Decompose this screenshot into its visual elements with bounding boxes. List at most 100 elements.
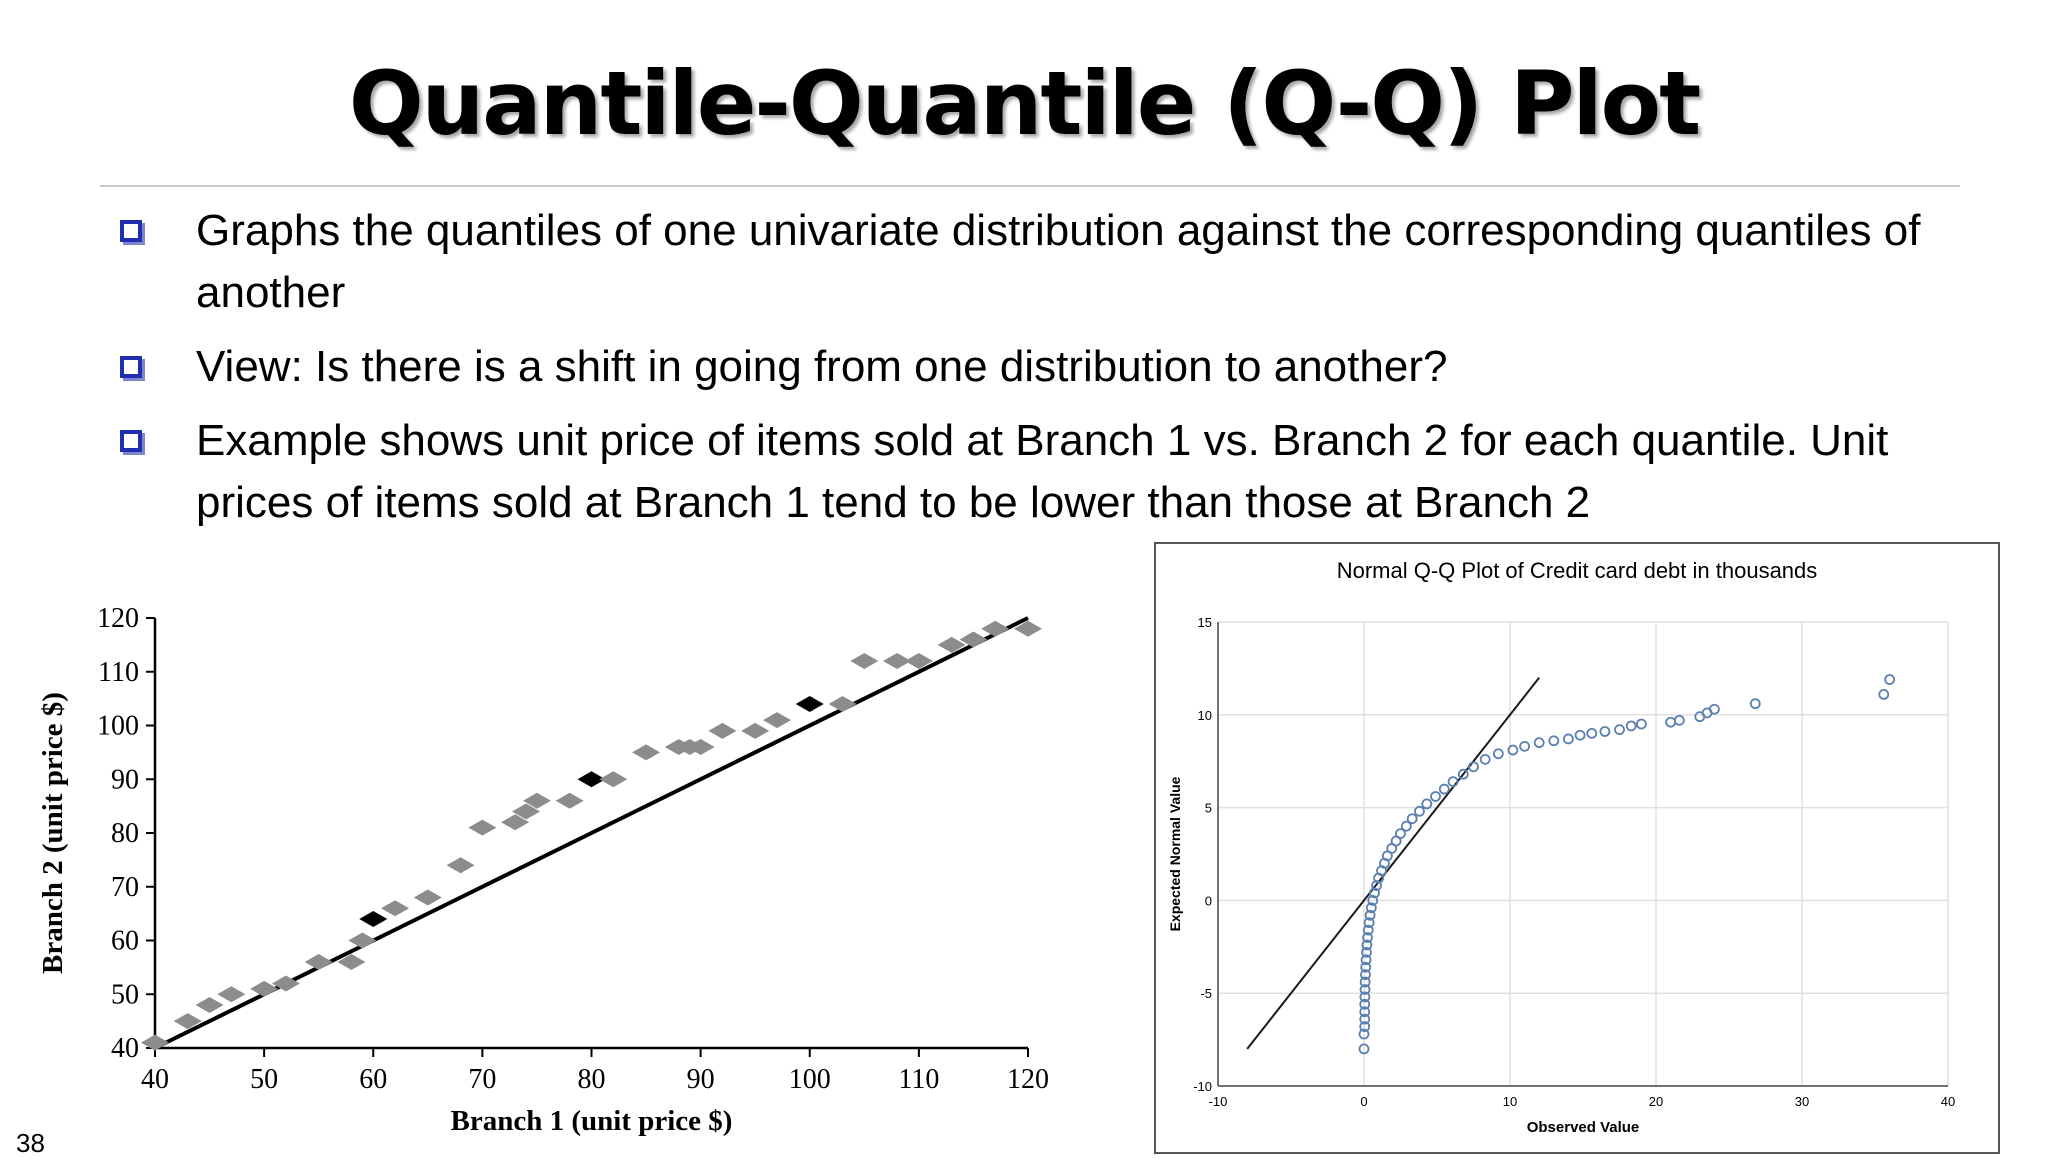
data-point	[381, 900, 410, 917]
data-point	[1361, 946, 1372, 958]
data-point	[883, 653, 912, 669]
highlighted-data-point	[359, 911, 388, 927]
data-point	[1358, 1043, 1370, 1055]
data-point	[1364, 909, 1376, 921]
data-point	[468, 819, 497, 836]
x-tick-label: 90	[687, 1064, 715, 1095]
x-tick-label: 80	[578, 1064, 606, 1095]
bullet-text: View: Is there is a shift in going from …	[196, 342, 1448, 391]
data-point	[1359, 998, 1371, 1010]
data-point	[1586, 727, 1598, 739]
data-point	[141, 1034, 169, 1051]
x-tick-label: 100	[789, 1064, 831, 1095]
y-axis-label: Expected Normal Value	[1167, 776, 1183, 931]
highlighted-data-point	[795, 696, 824, 712]
data-point	[337, 954, 366, 970]
data-point	[1673, 714, 1685, 726]
normal-qq-chart-frame: Normal Q-Q Plot of Credit card debt in t…	[1154, 542, 2000, 1154]
bullet-list: Graphs the quantiles of one univariate d…	[112, 200, 1952, 546]
x-axis-label: Observed Value	[1527, 1119, 1640, 1136]
data-point	[555, 792, 584, 809]
data-point	[512, 803, 541, 820]
data-point	[1360, 954, 1372, 966]
data-point	[1574, 729, 1586, 741]
data-point	[686, 739, 715, 755]
data-point	[959, 631, 988, 648]
data-point	[1562, 733, 1574, 745]
x-tick-label: 10	[1503, 1094, 1517, 1109]
y-tick-label: 80	[111, 818, 139, 849]
data-point	[599, 771, 628, 788]
highlighted-data-point	[577, 771, 606, 788]
x-tick-label: 0	[1360, 1094, 1367, 1109]
data-point	[1635, 718, 1647, 730]
slide-title: Quantile-Quantile (Q-Q) Plot	[348, 52, 1701, 155]
data-point	[1479, 753, 1491, 765]
data-point	[1360, 961, 1372, 973]
data-point	[1358, 1028, 1370, 1040]
data-point	[1400, 820, 1412, 832]
data-point	[217, 986, 246, 1003]
data-point	[1884, 674, 1895, 685]
x-tick-label: 40	[1941, 1094, 1955, 1109]
data-point	[1359, 1006, 1371, 1018]
x-tick-label: 110	[898, 1064, 939, 1095]
data-point	[1359, 976, 1371, 988]
x-axis-label: Branch 1 (unit price $)	[451, 1105, 733, 1137]
y-tick-label: 60	[111, 926, 139, 957]
data-point	[904, 653, 933, 669]
y-tick-label: -5	[1200, 986, 1212, 1001]
data-point	[1507, 744, 1519, 756]
data-point	[1519, 740, 1531, 752]
data-point	[708, 722, 737, 739]
y-tick-label: 10	[1198, 708, 1212, 723]
data-point	[1371, 880, 1382, 891]
data-point	[501, 814, 530, 831]
data-point	[1359, 991, 1371, 1003]
data-point	[1421, 798, 1433, 810]
data-point	[1414, 805, 1425, 817]
data-point	[1709, 703, 1720, 715]
bullet-item: View: Is there is a shift in going from …	[112, 336, 1952, 398]
checkbox-bullet-icon	[120, 430, 142, 452]
data-point	[1406, 813, 1418, 825]
data-point	[413, 889, 442, 906]
checkbox-bullet-icon	[120, 220, 142, 242]
bullet-item: Example shows unit price of items sold a…	[112, 410, 1952, 534]
data-point	[1533, 737, 1545, 749]
y-tick-label: 5	[1205, 801, 1212, 816]
data-point	[1625, 720, 1637, 732]
data-point	[348, 932, 377, 949]
data-point	[173, 1013, 202, 1030]
bullet-text: Example shows unit price of items sold a…	[196, 416, 1889, 527]
y-tick-label: 15	[1198, 615, 1212, 630]
data-point	[1492, 748, 1504, 760]
bullet-item: Graphs the quantiles of one univariate d…	[112, 200, 1952, 324]
data-point	[1430, 791, 1441, 802]
data-point	[522, 792, 551, 809]
x-tick-label: 20	[1649, 1094, 1663, 1109]
data-point	[1359, 984, 1371, 995]
data-point	[1362, 924, 1374, 936]
normal-qq-chart: Normal Q-Q Plot of Credit card debt in t…	[1167, 558, 1955, 1136]
data-point	[1548, 735, 1560, 747]
y-tick-label: 90	[111, 764, 139, 795]
data-point	[1359, 1021, 1371, 1033]
data-point	[1457, 768, 1469, 780]
y-tick-label: 110	[98, 657, 139, 688]
branch-qq-chart: 40 50 60 70 80 90 100 110 120 40 50 60 70 80 90 100 110 1…	[37, 603, 1049, 1137]
x-tick-label: 70	[468, 1064, 496, 1095]
reference-line	[154, 616, 1029, 1050]
y-tick-label: -10	[1193, 1079, 1212, 1094]
data-point	[828, 696, 857, 712]
data-point	[1447, 776, 1459, 788]
y-tick-label: 70	[111, 872, 139, 903]
chart-title: Normal Q-Q Plot of Credit card debt in t…	[1337, 558, 1818, 583]
data-point	[850, 653, 879, 669]
x-tick-label: 60	[359, 1064, 387, 1095]
data-point	[1360, 969, 1371, 981]
data-point	[446, 857, 475, 874]
bullet-text: Graphs the quantiles of one univariate d…	[196, 206, 1921, 317]
data-point	[1878, 688, 1890, 700]
data-point	[1359, 1013, 1371, 1025]
